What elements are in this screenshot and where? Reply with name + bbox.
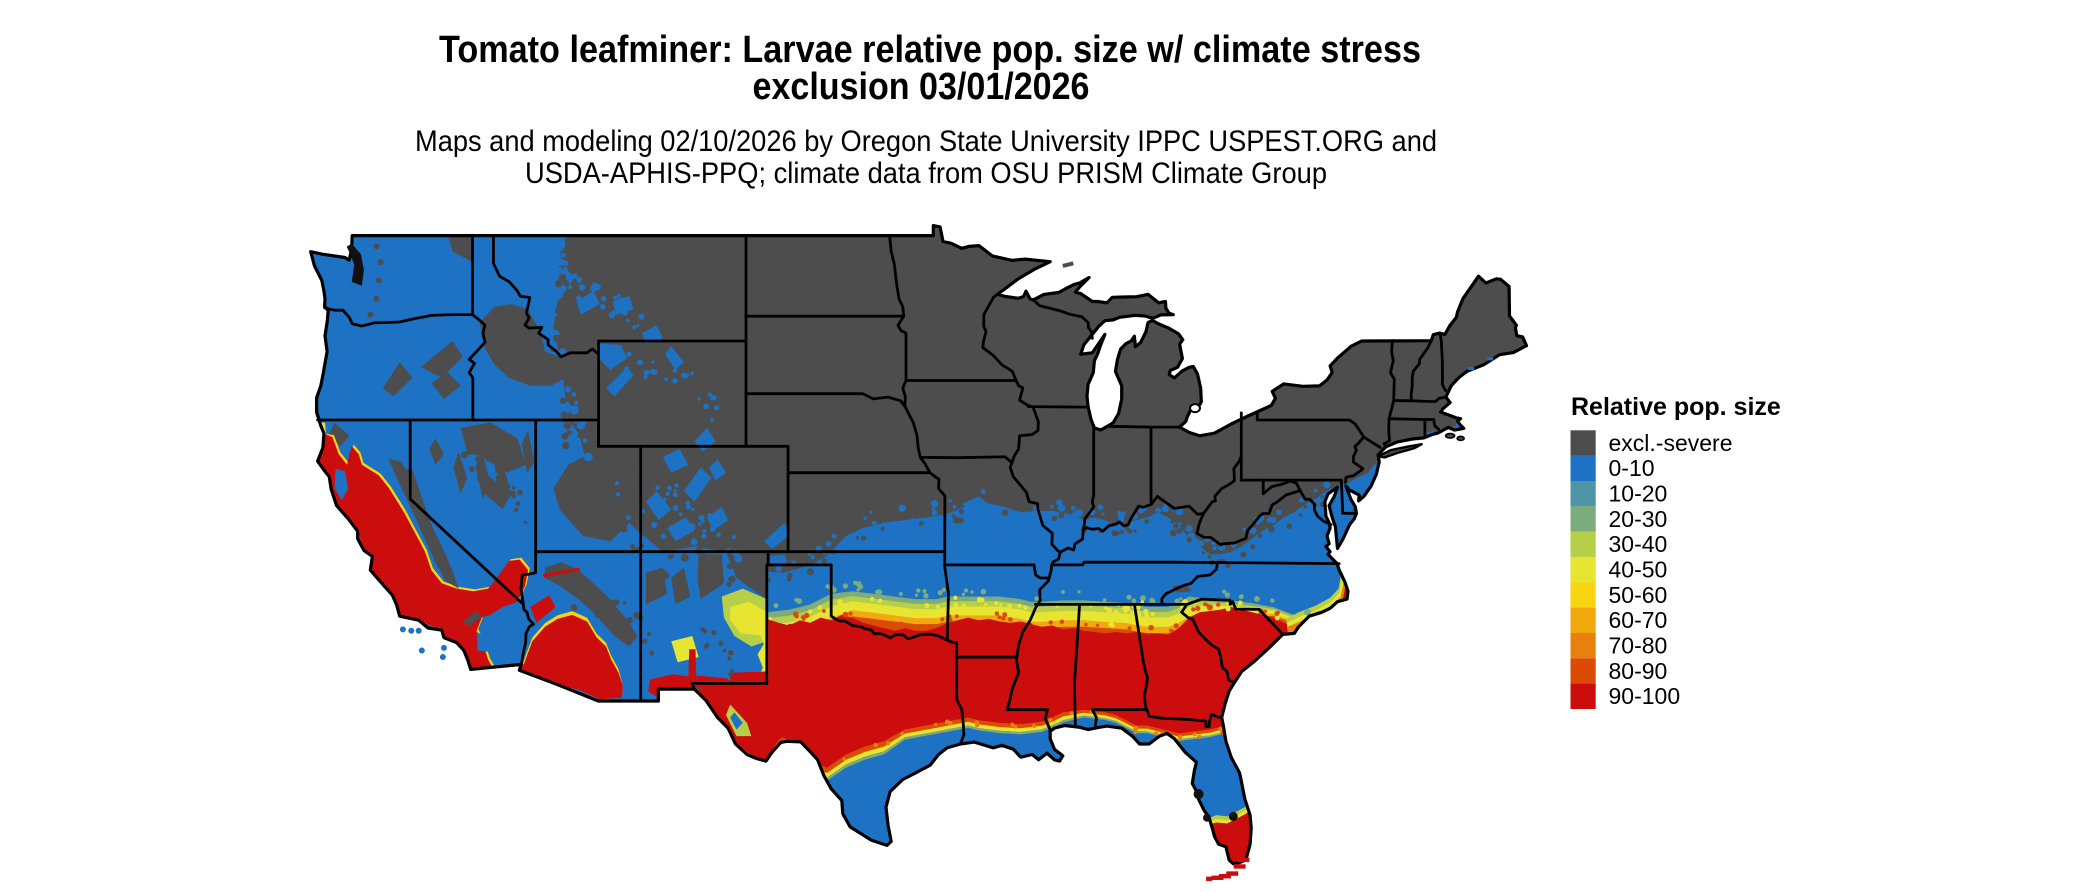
svg-text:Maps and modeling 02/10/2026 b: Maps and modeling 02/10/2026 by Oregon S… bbox=[415, 125, 1437, 158]
svg-text:80-90: 80-90 bbox=[1609, 658, 1668, 684]
svg-text:60-70: 60-70 bbox=[1609, 607, 1668, 633]
svg-text:excl.-severe: excl.-severe bbox=[1609, 430, 1733, 456]
svg-text:0-10: 0-10 bbox=[1609, 455, 1655, 481]
svg-text:50-60: 50-60 bbox=[1609, 582, 1668, 608]
svg-text:10-20: 10-20 bbox=[1609, 481, 1668, 507]
svg-text:Tomato leafminer: Larvae relat: Tomato leafminer: Larvae relative pop. s… bbox=[439, 29, 1421, 71]
svg-text:exclusion 03/01/2026: exclusion 03/01/2026 bbox=[753, 66, 1090, 108]
svg-text:Relative pop. size: Relative pop. size bbox=[1571, 393, 1781, 421]
svg-text:70-80: 70-80 bbox=[1609, 633, 1668, 659]
svg-text:20-30: 20-30 bbox=[1609, 506, 1668, 532]
svg-text:90-100: 90-100 bbox=[1609, 683, 1681, 709]
svg-text:30-40: 30-40 bbox=[1609, 531, 1668, 557]
svg-text:USDA-APHIS-PPQ; climate data f: USDA-APHIS-PPQ; climate data from OSU PR… bbox=[525, 157, 1327, 190]
svg-text:40-50: 40-50 bbox=[1609, 557, 1668, 583]
